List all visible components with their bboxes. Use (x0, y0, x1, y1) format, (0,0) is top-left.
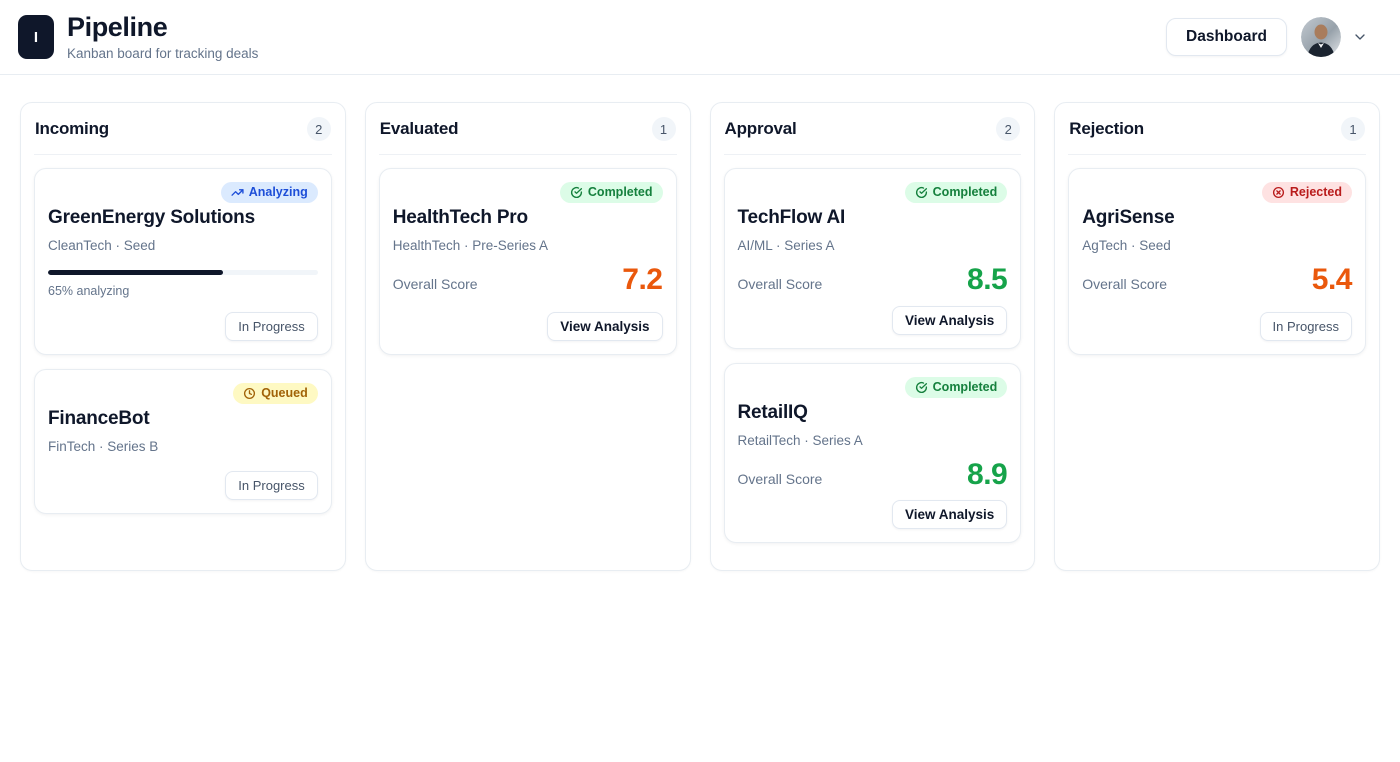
column-approval: Approval 2 Completed TechFlow AI AI/ML ·… (709, 102, 1036, 571)
deal-card-healthtech[interactable]: Completed HealthTech Pro HealthTech · Pr… (378, 168, 677, 355)
deal-name: HealthTech Pro (392, 207, 528, 228)
deal-card-techflow[interactable]: Completed TechFlow AI AI/ML · Series A O… (723, 168, 1022, 349)
chevron-down-icon[interactable] (1352, 29, 1368, 45)
in-progress-button[interactable]: In Progress (225, 312, 318, 341)
column-header: Incoming 2 (34, 116, 332, 155)
badge-row: Rejected (1082, 182, 1352, 203)
status-badge-completed: Completed (904, 376, 1008, 398)
overall-score-value: 7.2 (622, 263, 663, 296)
check-circle-icon (915, 381, 927, 393)
header-text: Pipeline Kanban board for tracking deals (67, 12, 259, 61)
score-label: Overall Score (737, 276, 823, 292)
page-title: Pipeline (67, 12, 168, 43)
badge-row: Completed (393, 182, 663, 203)
progress-bar (48, 270, 318, 275)
score-row: Overall Score 7.2 (393, 265, 663, 295)
score-label: Overall Score (737, 470, 823, 487)
deal-meta: AI/ML · Series A (737, 238, 835, 253)
view-analysis-button[interactable]: View Analysis (891, 500, 1008, 529)
column-count-badge: 1 (651, 117, 676, 141)
clock-icon (244, 387, 256, 400)
deal-meta: CleanTech · Seed (48, 238, 156, 253)
deal-meta: RetailTech · Series A (737, 432, 863, 448)
deal-name: GreenEnergy Solutions (48, 207, 255, 228)
column-rejection: Rejection 1 Rejected AgriSense AgTech · … (1054, 102, 1380, 571)
action-row: In Progress (48, 471, 318, 500)
user-menu[interactable] (1301, 17, 1368, 57)
deal-card-financebot[interactable]: Queued FinanceBot FinTech · Series B In … (34, 369, 332, 514)
column-header: Rejection 1 (1068, 116, 1366, 155)
deal-name: TechFlow AI (737, 207, 846, 228)
action-row: View Analysis (738, 305, 1008, 335)
progress-label: 65% analyzing (48, 284, 130, 298)
app-logo: I (18, 15, 54, 59)
status-badge-queued: Queued (233, 383, 318, 404)
avatar[interactable] (1301, 17, 1341, 57)
score-label: Overall Score (392, 276, 478, 292)
column-count-badge: 2 (996, 117, 1021, 141)
check-circle-icon (570, 186, 582, 199)
status-label: Rejected (1289, 185, 1342, 200)
score-row: Overall Score 8.9 (737, 457, 1008, 491)
page-subtitle: Kanban board for tracking deals (67, 45, 259, 61)
status-badge-analyzing: Analyzing (220, 182, 318, 203)
action-row: In Progress (48, 312, 318, 341)
status-badge-completed: Completed (559, 182, 663, 203)
deal-card-agrisense[interactable]: Rejected AgriSense AgTech · Seed Overall… (1068, 168, 1366, 355)
column-title: Approval (724, 119, 797, 138)
overall-score-value: 5.4 (1311, 263, 1353, 296)
badge-row: Analyzing (48, 182, 318, 203)
score-row: Overall Score 5.4 (1082, 265, 1352, 295)
in-progress-button[interactable]: In Progress (225, 471, 318, 500)
dashboard-button[interactable]: Dashboard (1166, 18, 1287, 56)
status-label: Analyzing (248, 185, 308, 200)
score-row: Overall Score 8.5 (738, 265, 1008, 295)
status-label: Completed (932, 379, 998, 394)
action-row: In Progress (1082, 312, 1352, 341)
overall-score-value: 8.5 (967, 263, 1008, 296)
status-label: Completed (932, 185, 998, 200)
logo-letter: I (33, 28, 39, 46)
column-evaluated: Evaluated 1 Completed HealthTech Pro Hea… (364, 102, 691, 571)
badge-row: Completed (738, 376, 1008, 398)
kanban-board: Incoming 2 Analyzing GreenEnergy Solutio… (0, 75, 1400, 571)
deal-name: AgriSense (1082, 207, 1175, 228)
badge-row: Completed (738, 182, 1008, 203)
column-title: Rejection (1069, 119, 1144, 138)
column-header: Evaluated 1 (378, 116, 677, 155)
column-incoming: Incoming 2 Analyzing GreenEnergy Solutio… (20, 102, 346, 571)
action-row: View Analysis (393, 312, 663, 341)
score-label: Overall Score (1082, 276, 1168, 292)
view-analysis-button[interactable]: View Analysis (891, 305, 1008, 335)
deal-card-retailiq[interactable]: Completed RetailIQ RetailTech · Series A… (723, 362, 1022, 543)
deal-meta: AgTech · Seed (1082, 238, 1171, 253)
column-title: Evaluated (379, 119, 459, 138)
trending-up-icon (231, 189, 244, 196)
deal-name: FinanceBot (48, 408, 150, 429)
badge-row: Queued (48, 383, 318, 404)
status-badge-rejected: Rejected (1261, 182, 1352, 203)
status-label: Queued (261, 386, 308, 401)
x-circle-icon (1272, 186, 1284, 199)
progress-fill (48, 270, 224, 275)
column-count-badge: 2 (306, 117, 331, 141)
column-count-badge: 1 (1341, 117, 1365, 141)
in-progress-button[interactable]: In Progress (1259, 312, 1352, 341)
status-badge-completed: Completed (904, 182, 1008, 203)
column-header: Approval 2 (723, 116, 1022, 155)
view-analysis-button[interactable]: View Analysis (547, 312, 663, 341)
status-label: Completed (587, 185, 653, 200)
column-title: Incoming (35, 119, 109, 138)
deal-meta: HealthTech · Pre-Series A (392, 238, 549, 253)
deal-card-greenenergy[interactable]: Analyzing GreenEnergy Solutions CleanTec… (34, 168, 332, 355)
check-circle-icon (915, 186, 927, 199)
deal-name: RetailIQ (737, 401, 808, 423)
deal-meta: FinTech · Series B (48, 439, 159, 454)
action-row: View Analysis (738, 500, 1008, 529)
overall-score-value: 8.9 (967, 457, 1008, 491)
header-actions: Dashboard (1166, 17, 1368, 57)
app-header: I Pipeline Kanban board for tracking dea… (0, 0, 1400, 75)
